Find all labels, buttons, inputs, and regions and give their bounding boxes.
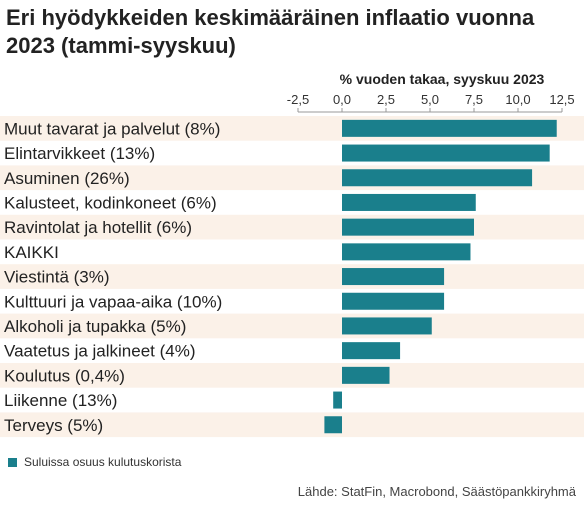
bar [342,144,550,162]
x-tick-label: -2,5 [287,92,309,107]
legend-swatch [8,457,17,467]
row-band [0,264,584,289]
bar [342,119,557,137]
bar [342,169,533,187]
bar [333,391,342,409]
x-tick-label: 2,5 [377,92,395,107]
category-label: Ravintolat ja hotellit (6%) [4,218,192,237]
bar [342,342,401,360]
row-band [0,214,584,240]
category-label: KAIKKI [4,243,59,262]
category-label: Alkoholi ja tupakka (5%) [4,317,186,336]
bar [342,193,476,211]
x-axis-title: % vuoden takaa, syyskuu 2023 [340,71,545,87]
row-band [0,363,584,388]
category-label: Muut tavarat ja palvelut (8%) [4,119,220,138]
row-band [0,412,584,438]
legend-label: Suluissa osuus kulutuskorista [24,455,182,469]
x-tick-label: 0,0 [333,92,351,107]
x-tick-label: 7,5 [465,92,483,107]
x-tick-label: 5,0 [421,92,439,107]
category-label: Liikenne (13%) [4,391,117,410]
bar [342,317,432,335]
x-tick-label: 12,5 [549,92,574,107]
bar [342,292,445,310]
bar [342,366,390,384]
bar [342,243,471,261]
category-label: Vaatetus ja jalkineet (4%) [4,342,196,361]
category-label: Kalusteet, kodinkoneet (6%) [4,193,217,212]
category-label: Viestintä (3%) [4,268,110,287]
category-label: Asuminen (26%) [4,169,130,188]
bar [342,218,474,236]
category-label: Koulutus (0,4%) [4,366,125,385]
legend: Suluissa osuus kulutuskorista [8,455,181,469]
category-label: Kulttuuri ja vapaa-aika (10%) [4,292,222,311]
source-note: Lähde: StatFin, Macrobond, Säästöpankkir… [297,484,576,499]
bar [324,416,342,434]
chart-title: Eri hyödykkeiden keskimääräinen inflaati… [6,5,535,58]
bar [342,268,445,286]
category-label: Terveys (5%) [4,416,103,435]
row-band [0,313,584,339]
category-label: Elintarvikkeet (13%) [4,144,155,163]
x-tick-label: 10,0 [505,92,530,107]
